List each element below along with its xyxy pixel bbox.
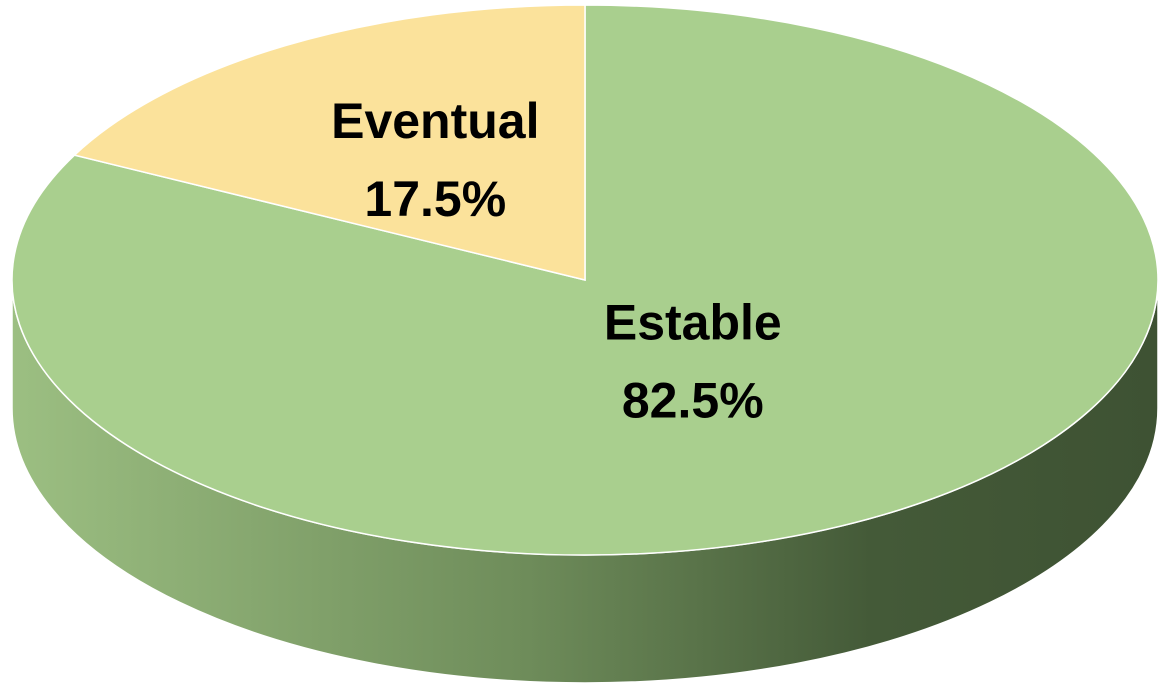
- slice-label: Eventual: [331, 93, 539, 149]
- value-label: 82.5%: [622, 373, 764, 429]
- value-label: 17.5%: [364, 171, 506, 227]
- slice: [72, 4, 586, 281]
- slice-label: Estable: [604, 295, 782, 351]
